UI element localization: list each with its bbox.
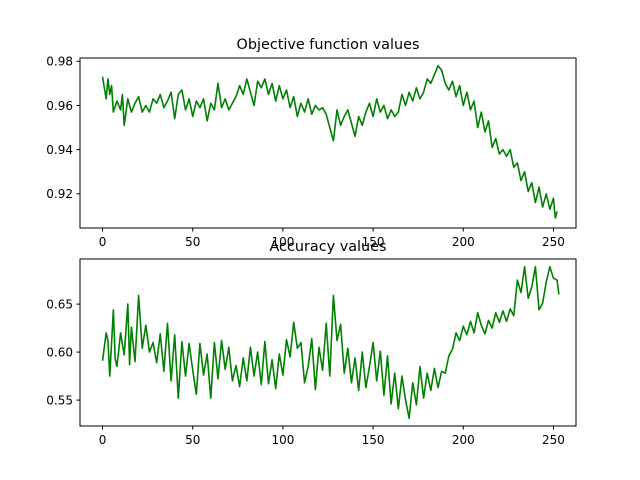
objective-x-ticks: 0 50 100 150 200 250 [99, 228, 565, 249]
accuracy-x-tick-label: 250 [542, 433, 565, 447]
objective-series-line [101, 64, 558, 219]
accuracy-y-tick-label: 0.55 [46, 393, 73, 407]
accuracy-y-ticks: 0.55 0.60 0.65 [46, 297, 80, 407]
objective-x-tick-label: 150 [362, 235, 385, 249]
objective-axes-frame [79, 57, 577, 229]
accuracy-subplot: 0 50 100 150 200 250 0.55 0.60 0.65 Accuracy va… [46, 239, 577, 447]
accuracy-x-tick-label: 50 [185, 433, 200, 447]
accuracy-x-ticks: 0 50 100 150 200 250 [99, 426, 565, 447]
accuracy-y-tick-label: 0.65 [46, 297, 73, 311]
objective-subplot: 0 50 100 150 200 250 0.92 0.94 0.96 0.98 Objecti… [46, 37, 577, 249]
accuracy-x-tick-label: 100 [271, 433, 294, 447]
accuracy-x-tick-label: 0 [99, 433, 107, 447]
objective-x-tick-label: 50 [185, 235, 200, 249]
accuracy-x-tick-label: 150 [362, 433, 385, 447]
objective-x-tick-label: 100 [271, 235, 294, 249]
accuracy-y-tick-label: 0.60 [46, 345, 73, 359]
objective-y-tick-label: 0.98 [46, 55, 73, 69]
accuracy-series-line [101, 265, 560, 420]
objective-x-tick-label: 0 [99, 235, 107, 249]
objective-y-ticks: 0.92 0.94 0.96 0.98 [46, 55, 80, 201]
objective-x-tick-label: 250 [542, 235, 565, 249]
accuracy-axes-frame [79, 258, 577, 427]
objective-chart-title: Objective function values [237, 37, 420, 53]
accuracy-x-tick-label: 200 [452, 433, 475, 447]
objective-y-tick-label: 0.92 [46, 187, 73, 201]
objective-y-tick-label: 0.94 [46, 143, 73, 157]
accuracy-chart-title: Accuracy values [269, 239, 386, 255]
objective-y-tick-label: 0.96 [46, 99, 73, 113]
objective-x-tick-label: 200 [452, 235, 475, 249]
